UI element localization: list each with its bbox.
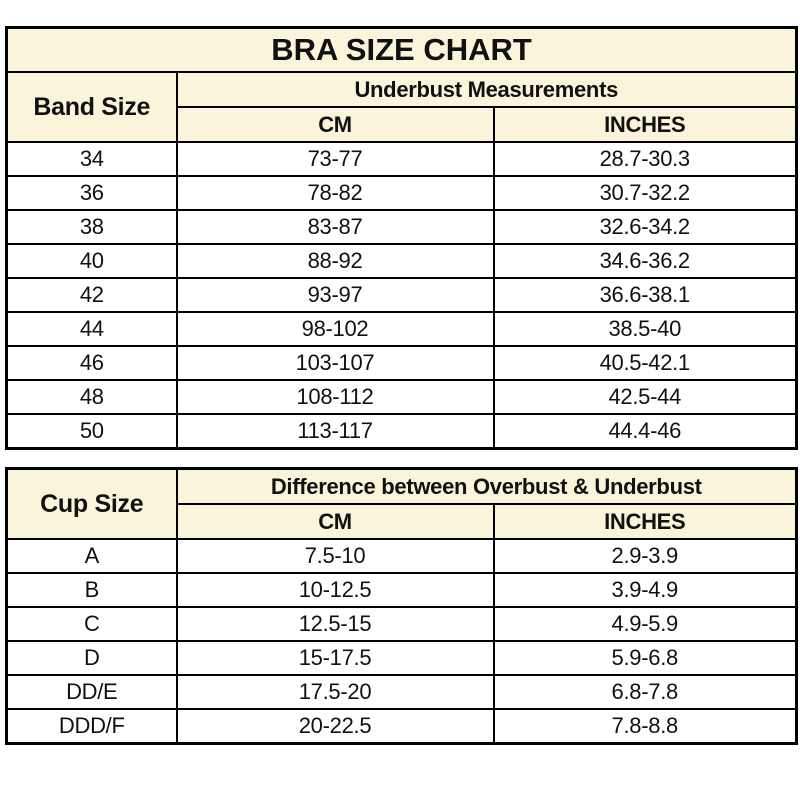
table-row: 48 108-112 42.5-44 (5, 379, 798, 415)
cup-size-cell: DDD/F (5, 708, 178, 745)
table-row: 36 78-82 30.7-32.2 (5, 175, 798, 211)
cm-range-cell: 83-87 (175, 209, 495, 245)
band-size-cell: 44 (5, 311, 178, 347)
cm-range-cell: 98-102 (175, 311, 495, 347)
cm-range-cell: 20-22.5 (175, 708, 495, 745)
inches-range-cell: 6.8-7.8 (492, 674, 798, 710)
table-row: 50 113-117 44.4-46 (5, 413, 798, 450)
table-row: 42 93-97 36.6-38.1 (5, 277, 798, 313)
cm-range-cell: 93-97 (175, 277, 495, 313)
cup-inches-column-header: INCHES (492, 503, 798, 540)
inches-range-cell: 34.6-36.2 (492, 243, 798, 279)
table-row: DD/E 17.5-20 6.8-7.8 (5, 674, 798, 710)
band-size-table: BRA SIZE CHART Band Size Underbust Measu… (5, 26, 798, 450)
underbust-measurements-header: Underbust Measurements (175, 71, 798, 108)
inches-range-cell: 44.4-46 (492, 413, 798, 450)
band-size-cell: 40 (5, 243, 178, 279)
cm-range-cell: 113-117 (175, 413, 495, 450)
cm-range-cell: 108-112 (175, 379, 495, 415)
table-row: C 12.5-15 4.9-5.9 (5, 606, 798, 642)
inches-range-cell: 40.5-42.1 (492, 345, 798, 381)
inches-range-cell: 5.9-6.8 (492, 640, 798, 676)
inches-range-cell: 3.9-4.9 (492, 572, 798, 608)
band-size-cell: 46 (5, 345, 178, 381)
cup-size-header: Cup Size (5, 467, 178, 540)
band-size-cell: 38 (5, 209, 178, 245)
cm-range-cell: 12.5-15 (175, 606, 495, 642)
band-size-cell: 42 (5, 277, 178, 313)
inches-range-cell: 30.7-32.2 (492, 175, 798, 211)
cup-cm-column-header: CM (175, 503, 495, 540)
cm-range-cell: 7.5-10 (175, 538, 495, 574)
cm-range-cell: 78-82 (175, 175, 495, 211)
band-size-cell: 50 (5, 413, 178, 450)
cup-size-table: Cup Size Difference between Overbust & U… (5, 467, 798, 745)
inches-range-cell: 32.6-34.2 (492, 209, 798, 245)
inches-range-cell: 7.8-8.8 (492, 708, 798, 745)
cm-range-cell: 10-12.5 (175, 572, 495, 608)
table-row: 44 98-102 38.5-40 (5, 311, 798, 347)
band-size-cell: 36 (5, 175, 178, 211)
band-inches-column-header: INCHES (492, 106, 798, 143)
cm-range-cell: 17.5-20 (175, 674, 495, 710)
cup-size-cell: B (5, 572, 178, 608)
cm-range-cell: 103-107 (175, 345, 495, 381)
inches-range-cell: 4.9-5.9 (492, 606, 798, 642)
inches-range-cell: 42.5-44 (492, 379, 798, 415)
page-title: BRA SIZE CHART (5, 26, 798, 73)
table-row: B 10-12.5 3.9-4.9 (5, 572, 798, 608)
cup-size-cell: DD/E (5, 674, 178, 710)
table-row: 34 73-77 28.7-30.3 (5, 141, 798, 177)
band-size-cell: 34 (5, 141, 178, 177)
band-size-header: Band Size (5, 71, 178, 143)
band-cm-column-header: CM (175, 106, 495, 143)
inches-range-cell: 38.5-40 (492, 311, 798, 347)
inches-range-cell: 2.9-3.9 (492, 538, 798, 574)
cm-range-cell: 88-92 (175, 243, 495, 279)
cup-size-cell: C (5, 606, 178, 642)
table-row: 40 88-92 34.6-36.2 (5, 243, 798, 279)
inches-range-cell: 36.6-38.1 (492, 277, 798, 313)
table-row: 46 103-107 40.5-42.1 (5, 345, 798, 381)
cm-range-cell: 73-77 (175, 141, 495, 177)
table-row: 38 83-87 32.6-34.2 (5, 209, 798, 245)
table-row: DDD/F 20-22.5 7.8-8.8 (5, 708, 798, 745)
table-row: D 15-17.5 5.9-6.8 (5, 640, 798, 676)
cup-size-cell: A (5, 538, 178, 574)
cm-range-cell: 15-17.5 (175, 640, 495, 676)
cup-size-cell: D (5, 640, 178, 676)
band-size-cell: 48 (5, 379, 178, 415)
inches-range-cell: 28.7-30.3 (492, 141, 798, 177)
table-row: A 7.5-10 2.9-3.9 (5, 538, 798, 574)
difference-overbust-underbust-header: Difference between Overbust & Underbust (175, 467, 798, 505)
